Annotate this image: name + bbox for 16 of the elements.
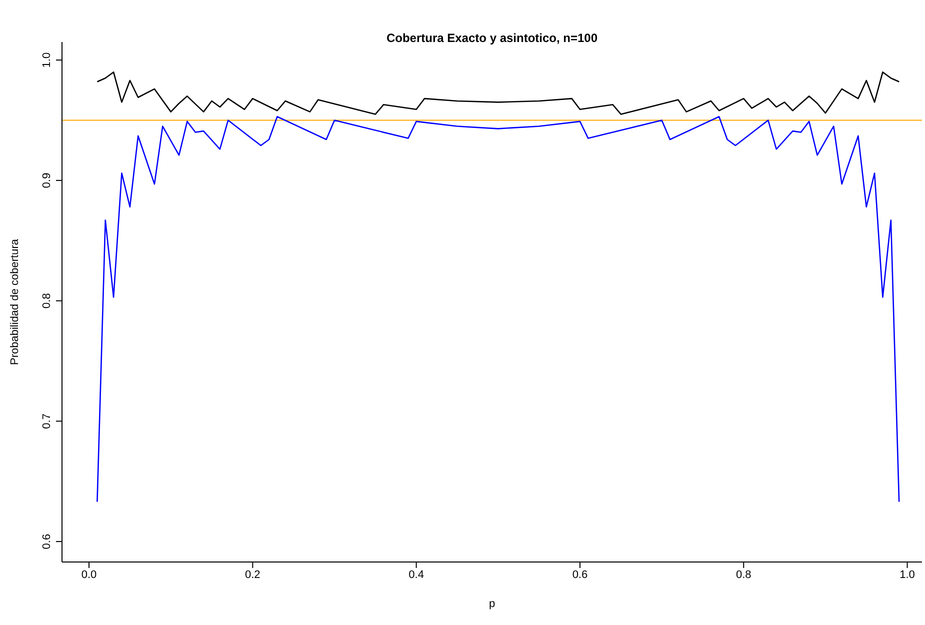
y-axis-title: Probabilidad de cobertura — [8, 238, 21, 365]
x-axis-title: p — [488, 598, 496, 610]
y-tick-label: 0.6 — [41, 534, 53, 550]
x-tick-label: 1.0 — [900, 568, 915, 581]
x-tick-label: 0.6 — [572, 568, 588, 581]
y-tick-label: 0.8 — [41, 293, 53, 308]
x-tick-label: 0.2 — [245, 568, 260, 581]
line-series — [96, 71, 900, 115]
x-tick-label: 0.0 — [81, 568, 97, 581]
line-series — [96, 116, 900, 502]
x-tick-label: 0.4 — [408, 568, 424, 581]
y-tick-label: 0.9 — [41, 172, 53, 188]
x-tick-label: 0.8 — [736, 568, 752, 581]
y-tick-label: 1.0 — [41, 52, 53, 68]
chart-title: Cobertura Exacto y asintotico, n=100 — [385, 31, 599, 45]
y-tick-label: 0.7 — [41, 414, 53, 429]
